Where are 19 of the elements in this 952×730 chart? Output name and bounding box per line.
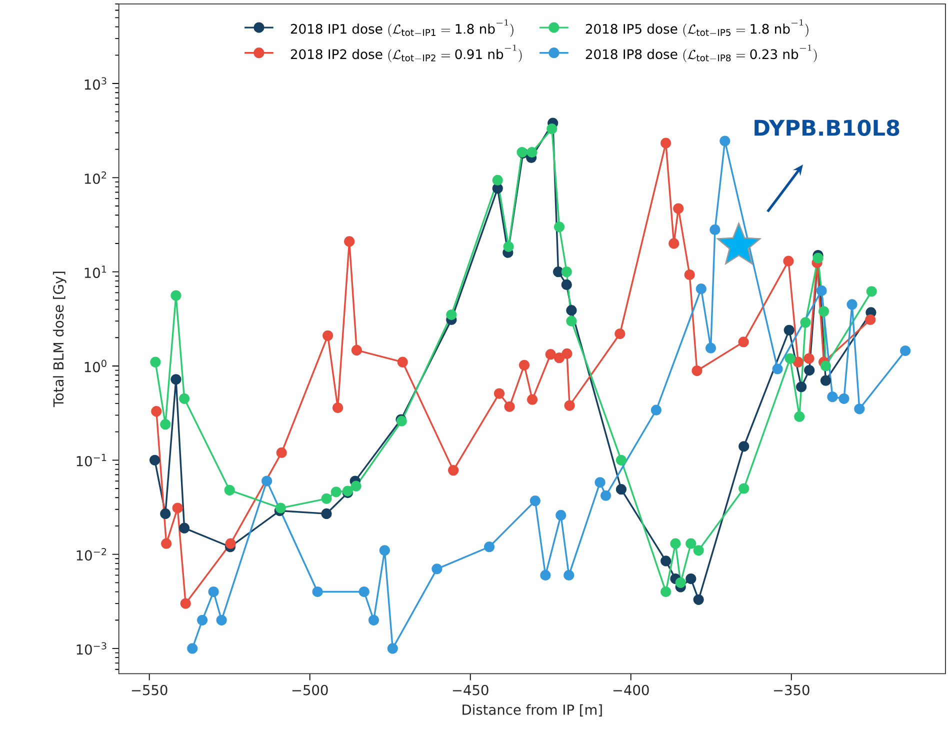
y-tick-label: 10$^{−3}$ (76, 642, 106, 655)
x-tick-label: −500 (292, 684, 328, 696)
legend-label: $\mathrm{2018\ IP2\ dose\ (}\mathcal{L}_{\mathrm{tot-IP2}} = \mathrm{0.91\ nb}^{-1}\mathrm{)}$ (290, 44, 522, 62)
legend-label: $\mathrm{2018\ IP5\ dose\ (}\mathcal{L}_{\mathrm{tot-IP5}} = \mathrm{1.8\ nb}^{-1}\mathrm{)}$ (586, 19, 808, 37)
y-tick-label: 10$^{3}$ (84, 77, 106, 90)
annotation: DYPB.B10L8 (754, 120, 900, 136)
x-tick-label: −450 (452, 684, 488, 696)
y-axis-title: Total BLM dose [Gy] (53, 272, 66, 408)
x-tick-label: −350 (774, 684, 810, 696)
y-tick-label: 10$^{−1}$ (76, 454, 106, 466)
legend-label: $\mathrm{2018\ IP1\ dose\ (}\mathcal{L}_{\mathrm{tot-IP1}} = \mathrm{1.8\ nb}^{-1}\mathrm{)}$ (290, 19, 514, 37)
x-tick-label: −400 (613, 684, 649, 696)
x-tick-label: −550 (132, 684, 168, 696)
legend-label: $\mathrm{2018\ IP8\ dose\ (}\mathcal{L}_{\mathrm{tot-IP8}} = \mathrm{0.23\ nb}^{-1}\mathrm{)}$ (586, 44, 817, 62)
y-tick-label: 10$^{1}$ (84, 266, 106, 278)
x-axis-title: Distance from IP [m] (462, 704, 602, 717)
y-tick-label: 10$^{−2}$ (76, 548, 106, 561)
y-tick-label: 10$^{0}$ (84, 360, 106, 372)
y-tick-label: 10$^{2}$ (84, 171, 106, 184)
